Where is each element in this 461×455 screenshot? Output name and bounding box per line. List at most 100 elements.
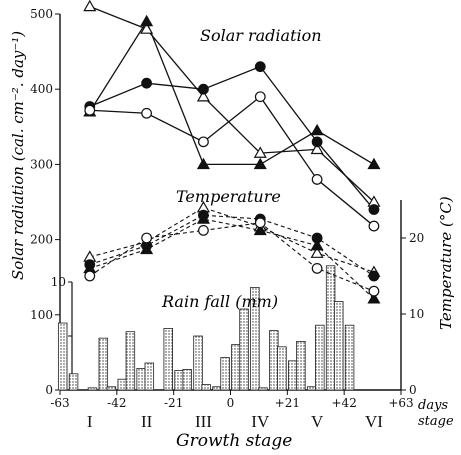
rain-bar — [277, 346, 287, 391]
solar-point — [83, 0, 97, 12]
rain-bar — [250, 286, 260, 391]
solar-point — [253, 157, 267, 170]
solar-point — [367, 157, 381, 170]
rain-bar — [87, 387, 98, 391]
rain-bar — [57, 322, 68, 391]
series-lines — [89, 5, 375, 300]
temperature-point — [367, 292, 381, 304]
stage-label: V — [311, 412, 324, 431]
rainfall-bars — [57, 265, 355, 391]
rain-bar — [182, 369, 192, 391]
temperature-point — [196, 212, 210, 224]
rain-bar — [344, 324, 355, 391]
solar-point — [310, 123, 324, 136]
rain-bar — [136, 367, 146, 391]
solar-series-line — [89, 20, 375, 166]
temperature-point — [311, 263, 323, 274]
solar-point — [311, 174, 323, 185]
annotation-temperature: Temperature — [176, 187, 281, 206]
rain-bar — [163, 328, 173, 391]
temperature-point — [310, 238, 324, 251]
rain-bar — [125, 331, 136, 391]
y-left-tick-label: 500 — [30, 7, 53, 21]
solar-point — [368, 204, 380, 215]
solar-series-line — [89, 65, 375, 210]
stage-label: IV — [251, 412, 270, 431]
solar-point — [253, 146, 267, 158]
rain-bar — [258, 387, 268, 391]
y-right-tick-label: 10 — [409, 307, 424, 321]
y-left-tick-label: 200 — [30, 233, 53, 247]
rain-bar — [98, 337, 109, 391]
y-axis-right-title: Temperature (°C) — [437, 196, 455, 330]
x-tick-label: 0 — [227, 396, 235, 410]
temperature-point — [84, 270, 96, 282]
temperature-point — [368, 270, 380, 282]
temperature-series-line — [89, 214, 375, 277]
temperature-point — [198, 224, 209, 236]
annotation-rain: Rain fall (mm) — [161, 292, 278, 311]
solar-point — [140, 14, 154, 27]
rain-bar — [201, 384, 211, 391]
solar-point — [141, 107, 153, 119]
stage-label: VI — [365, 412, 383, 431]
x-unit-stage: stage — [418, 414, 454, 429]
temperature-point — [140, 242, 154, 255]
temperature-series-line — [89, 222, 375, 292]
y-left-tick-label: 0 — [45, 383, 53, 397]
temperature-series-line — [89, 206, 375, 273]
solar-point — [311, 136, 323, 148]
y-left-tick-label: 400 — [30, 82, 53, 96]
rain-bar — [288, 360, 298, 391]
rain-bar — [117, 378, 127, 391]
rain-bar — [212, 386, 222, 391]
annotation-solar: Solar radiation — [200, 26, 322, 45]
solar-point — [368, 220, 380, 232]
rain-bar — [334, 301, 344, 391]
x-tick-label: +21 — [275, 396, 300, 410]
x-tick-label: -42 — [107, 396, 126, 410]
solar-point — [140, 22, 154, 34]
x-unit-days: days — [418, 398, 448, 413]
rain-bar — [144, 362, 155, 391]
temperature-point — [254, 217, 266, 229]
temperature-point — [368, 285, 380, 297]
solar-point — [141, 77, 153, 89]
rain-bar — [220, 357, 230, 391]
rain-bar — [269, 330, 279, 391]
x-tick-label: +63 — [388, 396, 413, 410]
rain-bar — [296, 340, 306, 391]
rain-bar — [106, 386, 117, 391]
rain-bar — [325, 265, 336, 391]
temperature-point — [253, 223, 267, 236]
solar-series-line — [89, 95, 375, 227]
series-markers — [83, 0, 381, 304]
solar-point — [198, 136, 209, 148]
rain-bar — [239, 308, 249, 391]
rain-tick-label: 10 — [51, 275, 66, 289]
stage-label: I — [87, 412, 93, 431]
y-left-tick-label: 100 — [30, 308, 53, 322]
rain-bar — [193, 335, 203, 391]
y-left-tick-label: 300 — [30, 157, 53, 171]
solar-series-line — [89, 5, 375, 203]
y-right-tick-label: 0 — [409, 383, 417, 397]
solar-point — [196, 90, 210, 102]
rain-bar — [306, 386, 317, 391]
temperature-point — [141, 232, 153, 244]
rain-bar — [174, 370, 184, 391]
y-right-tick-label: 20 — [409, 231, 424, 245]
x-tick-label: +42 — [332, 396, 357, 410]
temperature-point — [310, 246, 324, 258]
chart-labels: Solar radiation Temperature Rain fall (m… — [9, 26, 455, 451]
solar-point — [84, 104, 96, 116]
rain-bar — [68, 373, 79, 391]
solar-point — [254, 91, 266, 103]
x-tick-label: -63 — [50, 396, 69, 410]
y-axis-left-title: Solar radiation (cal. cm⁻². day⁻¹) — [9, 31, 27, 280]
solar-point — [198, 83, 209, 95]
stage-label: II — [141, 412, 153, 431]
solar-point — [254, 61, 266, 73]
rain-bar — [315, 324, 325, 391]
